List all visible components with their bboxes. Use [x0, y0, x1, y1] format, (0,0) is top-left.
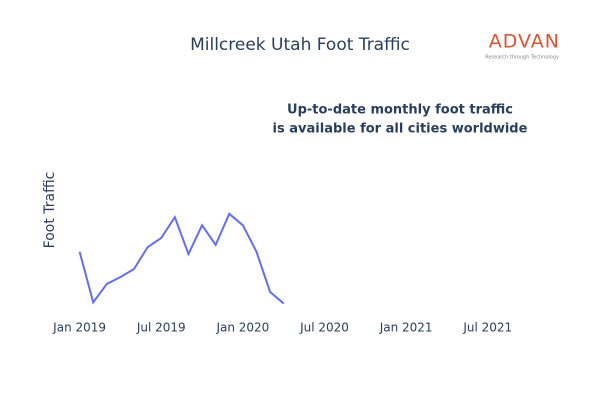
- logo-tagline: Research through Technology: [485, 55, 559, 61]
- annotation: Up-to-date monthly foot traffic: [287, 103, 513, 118]
- x-tick-label: Jul 2021: [462, 321, 512, 335]
- x-tick-label: Jul 2019: [136, 321, 186, 335]
- annotation: is available for all cities worldwide: [273, 122, 528, 137]
- chart-title: Millcreek Utah Foot Traffic: [190, 35, 410, 55]
- x-tick-label: Jan 2019: [52, 321, 106, 335]
- line: [78, 212, 285, 305]
- x-tick-label: Jan 2020: [215, 321, 269, 335]
- x-tick-label: Jan 2021: [379, 321, 433, 335]
- y-axis-label: Foot Traffic: [42, 172, 58, 249]
- logo: ADVAN: [489, 31, 560, 53]
- x-tick-label: Jul 2020: [299, 321, 349, 335]
